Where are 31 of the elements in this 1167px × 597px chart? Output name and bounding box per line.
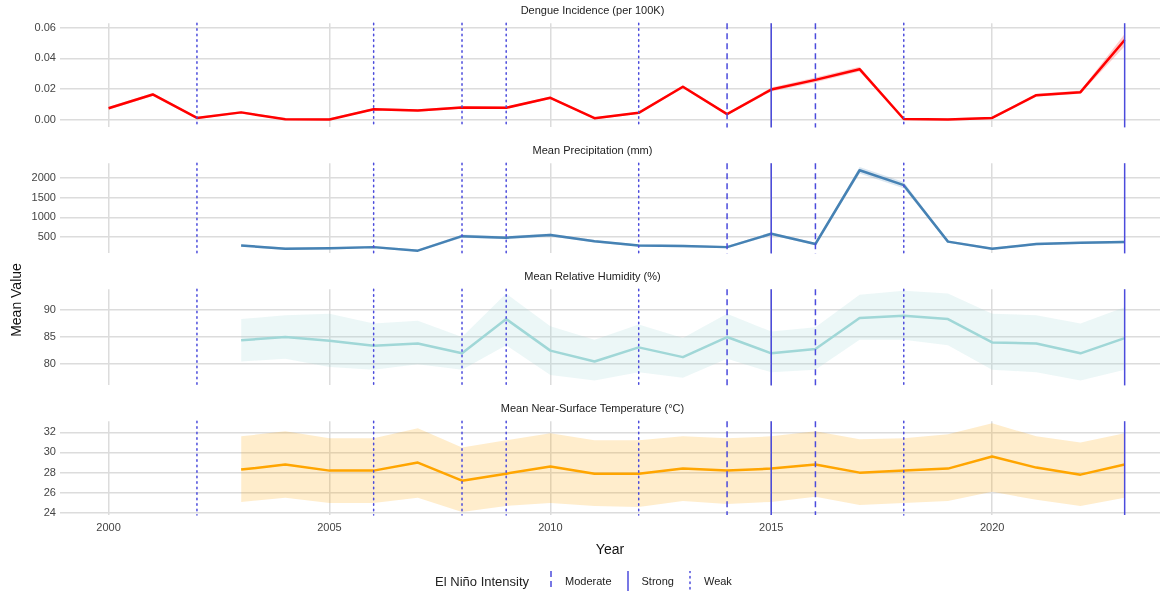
- x-tick-label: 2005: [317, 520, 342, 533]
- y-tick-label: 80: [43, 357, 56, 370]
- y-tick-label: 2000: [31, 171, 56, 184]
- y-tick-label: 1000: [31, 210, 56, 223]
- y-tick-label: 0.02: [34, 82, 56, 95]
- x-tick-label: 2000: [96, 520, 121, 533]
- x-axis-title: Year: [595, 541, 625, 558]
- y-tick-label: 500: [37, 229, 56, 242]
- chart-title: Mean Precipitation (mm): [532, 143, 653, 156]
- legend-title: El Niño Intensity: [435, 573, 530, 589]
- y-axis-title: Mean Value: [8, 263, 24, 337]
- x-tick-label: 2015: [759, 520, 784, 533]
- y-tick-label: 0.06: [34, 20, 56, 33]
- y-tick-label: 30: [43, 445, 56, 458]
- y-tick-label: 1500: [31, 190, 56, 203]
- y-tick-label: 85: [43, 330, 56, 343]
- y-tick-label: 24: [43, 506, 56, 519]
- chart-title: Dengue Incidence (per 100K): [520, 3, 665, 16]
- legend-label: Moderate: [565, 575, 612, 587]
- legend-label: Strong: [641, 575, 674, 587]
- y-tick-label: 90: [43, 302, 56, 315]
- y-tick-label: 26: [43, 485, 56, 498]
- chart-title: Mean Relative Humidity (%): [524, 269, 661, 282]
- y-tick-label: 32: [43, 425, 56, 438]
- y-tick-label: 0.04: [34, 51, 56, 64]
- x-tick-label: 2010: [538, 520, 563, 533]
- chart-title: Mean Near-Surface Temperature (°C): [500, 401, 685, 414]
- y-tick-label: 0.00: [34, 112, 56, 125]
- x-tick-label: 2020: [979, 520, 1005, 533]
- y-tick-label: 28: [43, 465, 56, 478]
- legend-label: Weak: [703, 575, 732, 587]
